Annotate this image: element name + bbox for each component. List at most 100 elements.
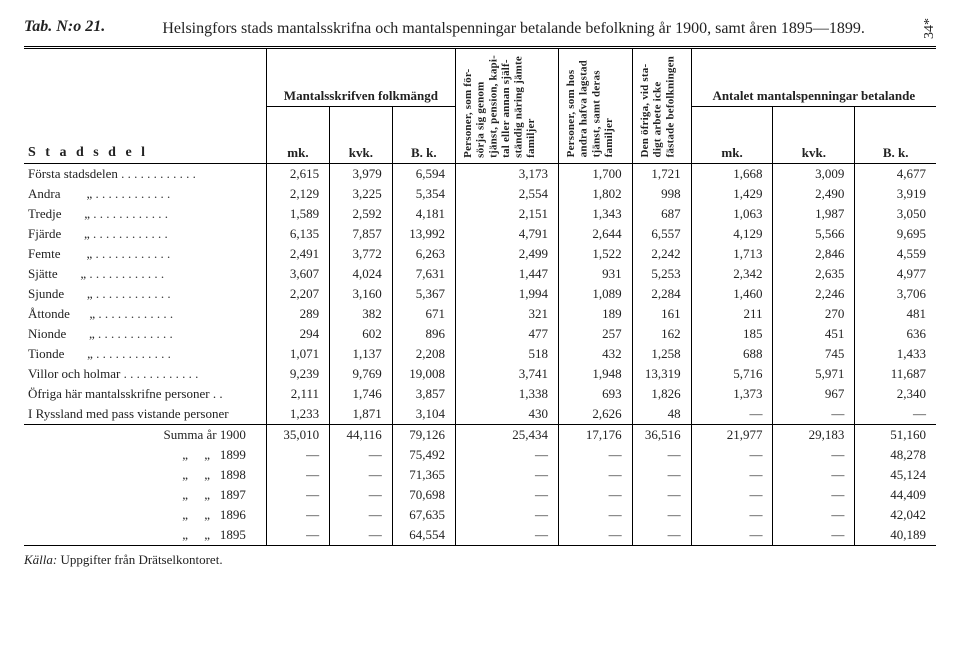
cell: 70,698 xyxy=(392,485,455,505)
cell: 2,207 xyxy=(266,284,329,304)
cell: — xyxy=(330,525,393,546)
table-row: „ „ 1898——71,365—————45,124 xyxy=(24,465,936,485)
cell: — xyxy=(773,445,855,465)
cell: 4,677 xyxy=(855,164,936,185)
cell: 687 xyxy=(632,204,691,224)
cell: 3,741 xyxy=(455,364,558,384)
cell: 44,116 xyxy=(330,425,393,446)
cell: 4,559 xyxy=(855,244,936,264)
cell: 481 xyxy=(855,304,936,324)
cell: 518 xyxy=(455,344,558,364)
cell: 1,137 xyxy=(330,344,393,364)
col-mk-2: mk. xyxy=(691,107,773,164)
row-label: Villor och holmar xyxy=(24,364,266,384)
cell: 2,644 xyxy=(558,224,632,244)
cell: 1,994 xyxy=(455,284,558,304)
cell: 5,971 xyxy=(773,364,855,384)
cell: 2,592 xyxy=(330,204,393,224)
cell: — xyxy=(691,465,773,485)
cell: 2,242 xyxy=(632,244,691,264)
cell: 2,846 xyxy=(773,244,855,264)
cell: 36,516 xyxy=(632,425,691,446)
cell: 3,173 xyxy=(455,164,558,185)
cell: 2,151 xyxy=(455,204,558,224)
cell: 1,233 xyxy=(266,404,329,425)
cell: 19,008 xyxy=(392,364,455,384)
cell: 382 xyxy=(330,304,393,324)
cell: 3,857 xyxy=(392,384,455,404)
row-label: „ „ 1898 xyxy=(24,465,266,485)
cell: 2,208 xyxy=(392,344,455,364)
cell: 3,607 xyxy=(266,264,329,284)
cell: 7,631 xyxy=(392,264,455,284)
cell: 44,409 xyxy=(855,485,936,505)
cell: 3,979 xyxy=(330,164,393,185)
cell: 35,010 xyxy=(266,425,329,446)
cell: — xyxy=(632,465,691,485)
cell: — xyxy=(773,525,855,546)
cell: 5,566 xyxy=(773,224,855,244)
cell: — xyxy=(558,465,632,485)
cell: 432 xyxy=(558,344,632,364)
cell: 2,499 xyxy=(455,244,558,264)
col-kvk-2: kvk. xyxy=(773,107,855,164)
cell: 2,342 xyxy=(691,264,773,284)
cell: 5,253 xyxy=(632,264,691,284)
cell: 3,104 xyxy=(392,404,455,425)
cell: 1,802 xyxy=(558,184,632,204)
table-row: Villor och holmar9,2399,76919,0083,7411,… xyxy=(24,364,936,384)
cell: — xyxy=(773,404,855,425)
cell: 4,977 xyxy=(855,264,936,284)
cell: — xyxy=(330,465,393,485)
cell: — xyxy=(455,445,558,465)
cell: 1,668 xyxy=(691,164,773,185)
cell: 1,826 xyxy=(632,384,691,404)
row-label: „ „ 1895 xyxy=(24,525,266,546)
cell: 321 xyxy=(455,304,558,324)
cell: 21,977 xyxy=(691,425,773,446)
cell: 161 xyxy=(632,304,691,324)
cell: 1,089 xyxy=(558,284,632,304)
cell: 9,695 xyxy=(855,224,936,244)
cell: — xyxy=(773,485,855,505)
cell: 430 xyxy=(455,404,558,425)
cell: 6,594 xyxy=(392,164,455,185)
cell: — xyxy=(455,485,558,505)
table-row: Andra „2,1293,2255,3542,5541,8029981,429… xyxy=(24,184,936,204)
cell: 48 xyxy=(632,404,691,425)
row-label: Första stadsdelen xyxy=(24,164,266,185)
cell: 3,706 xyxy=(855,284,936,304)
cell: 9,239 xyxy=(266,364,329,384)
cell: 40,189 xyxy=(855,525,936,546)
col-group-mantalsskrifven: Mantalsskrifven folkmängd xyxy=(266,47,455,107)
table-row: Sjätte „3,6074,0247,6311,4479315,2532,34… xyxy=(24,264,936,284)
cell: — xyxy=(266,505,329,525)
title-row: Tab. N:o 21. Helsingfors stads mantalssk… xyxy=(24,18,936,40)
cell: 967 xyxy=(773,384,855,404)
cell: 42,042 xyxy=(855,505,936,525)
col-kvk-1: kvk. xyxy=(330,107,393,164)
cell: 2,246 xyxy=(773,284,855,304)
cell: 2,129 xyxy=(266,184,329,204)
cell: 2,491 xyxy=(266,244,329,264)
cell: — xyxy=(632,505,691,525)
cell: 1,721 xyxy=(632,164,691,185)
cell: — xyxy=(773,465,855,485)
cell: 2,615 xyxy=(266,164,329,185)
cell: — xyxy=(330,485,393,505)
cell: 1,460 xyxy=(691,284,773,304)
table-row: Första stadsdelen2,6153,9796,5943,173 1,7… xyxy=(24,164,936,185)
cell: 45,124 xyxy=(855,465,936,485)
cell: 1,373 xyxy=(691,384,773,404)
cell: 671 xyxy=(392,304,455,324)
col-stadsdel: S t a d s d e l xyxy=(24,47,266,164)
cell: 636 xyxy=(855,324,936,344)
row-label: „ „ 1897 xyxy=(24,485,266,505)
cell: — xyxy=(266,465,329,485)
table-row: Tredje „1,5892,5924,1812,1511,3436871,06… xyxy=(24,204,936,224)
cell: 2,340 xyxy=(855,384,936,404)
table-row: „ „ 1897——70,698—————44,409 xyxy=(24,485,936,505)
cell: — xyxy=(266,525,329,546)
cell: 1,871 xyxy=(330,404,393,425)
page-number: 34* xyxy=(922,18,936,39)
